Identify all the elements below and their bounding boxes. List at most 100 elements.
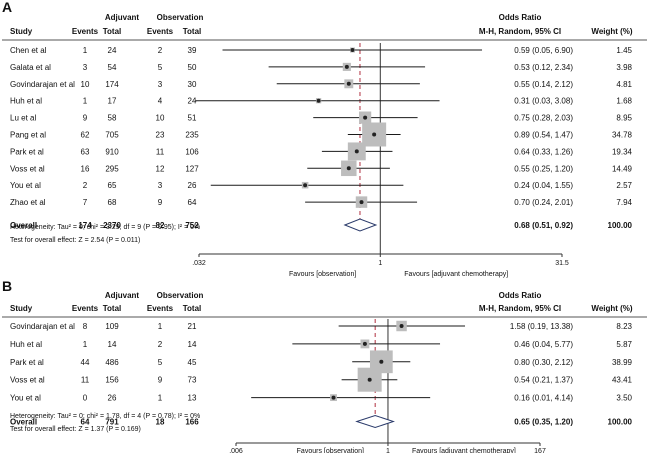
overall-effect-text: Test for overall effect: Z = 1.37 (P = 0… <box>10 426 141 433</box>
odds-ratio-ci: 0.16 (0.01, 4.14) <box>514 394 573 403</box>
observation-events: 23 <box>156 131 165 140</box>
observation-total: 14 <box>188 340 197 349</box>
adjuvant-events: 8 <box>83 322 88 331</box>
overall-adjuvant-total: 2370 <box>103 221 121 230</box>
study-weight: 1.68 <box>616 97 632 106</box>
x-axis-tick-label: 1 <box>386 448 390 453</box>
header-study: Study <box>10 27 33 36</box>
point-estimate <box>350 48 355 52</box>
point-estimate <box>367 377 372 382</box>
adjuvant-events: 63 <box>81 147 90 156</box>
overall-observation-events: 82 <box>156 221 165 230</box>
adjuvant-total: 54 <box>108 63 117 72</box>
odds-ratio-ci: 0.89 (0.54, 1.47) <box>514 131 573 140</box>
point-estimate <box>363 115 368 120</box>
adjuvant-total: 65 <box>108 181 117 190</box>
study-name: Govindarajan et al <box>10 80 75 89</box>
study-weight: 19.34 <box>612 147 633 156</box>
study-weight: 4.81 <box>616 80 632 89</box>
heterogeneity-text: Heterogeneity: Tau² = 0; chi² = 3.29, df… <box>10 224 200 231</box>
favours-adjuvant-label: Favours [adjuvant chemotherapy] <box>412 448 516 453</box>
overall-observation-events: 18 <box>156 418 165 427</box>
adjuvant-total: 486 <box>105 358 119 367</box>
header-study: Study <box>10 304 33 313</box>
odds-ratio-ci: 0.55 (0.14, 2.12) <box>514 80 573 89</box>
overall-observation-total: 166 <box>185 418 199 427</box>
observation-events: 10 <box>156 114 165 123</box>
observation-events: 12 <box>156 164 165 173</box>
heterogeneity-text: Heterogeneity: Tau² = 0; chi² = 1.78, df… <box>10 413 200 420</box>
header-odds-ratio: Odds Ratio <box>499 291 542 300</box>
study-name: Huh et al <box>10 97 42 106</box>
study-weight: 2.57 <box>616 181 632 190</box>
x-axis-tick-label: .006 <box>229 448 243 453</box>
adjuvant-events: 16 <box>81 164 90 173</box>
study-weight: 14.49 <box>612 164 633 173</box>
odds-ratio-ci: 0.53 (0.12, 2.34) <box>514 63 573 72</box>
adjuvant-events: 3 <box>83 63 88 72</box>
point-estimate <box>362 341 367 346</box>
panel-label: B <box>2 278 12 294</box>
favours-observation-label: Favours [observation] <box>297 448 364 453</box>
header-observation-total: Total <box>183 27 202 36</box>
observation-total: 24 <box>188 97 197 106</box>
adjuvant-total: 17 <box>108 97 117 106</box>
point-estimate <box>379 359 384 364</box>
observation-events: 5 <box>158 63 163 72</box>
odds-ratio-ci: 1.58 (0.19, 13.38) <box>510 322 573 331</box>
observation-total: 45 <box>188 358 197 367</box>
observation-total: 13 <box>188 394 197 403</box>
observation-total: 50 <box>188 63 197 72</box>
overall-adjuvant-events: 64 <box>81 418 90 427</box>
header-observation-events: Events <box>147 27 174 36</box>
observation-events: 9 <box>158 376 163 385</box>
x-axis-tick-label: 31.5 <box>555 260 569 267</box>
header-observation: Observation <box>157 291 204 300</box>
point-estimate <box>399 324 404 328</box>
adjuvant-total: 58 <box>108 114 117 123</box>
point-estimate <box>344 64 349 69</box>
overall-odds-ratio-ci: 0.65 (0.35, 1.20) <box>514 418 573 427</box>
point-estimate <box>372 132 377 137</box>
adjuvant-events: 7 <box>83 198 88 207</box>
study-name: Voss et al <box>10 164 45 173</box>
odds-ratio-ci: 0.31 (0.03, 3.08) <box>514 97 573 106</box>
header-method: M-H, Random, 95% CI <box>479 304 561 313</box>
overall-observation-total: 752 <box>185 221 199 230</box>
observation-total: 51 <box>188 114 197 123</box>
point-estimate <box>354 149 359 154</box>
point-estimate <box>316 98 321 103</box>
odds-ratio-ci: 0.46 (0.04, 5.77) <box>514 340 573 349</box>
observation-events: 9 <box>158 198 163 207</box>
header-weight: Weight (%) <box>591 304 633 313</box>
study-name: Govindarajan et al <box>10 322 75 331</box>
adjuvant-events: 1 <box>83 46 88 55</box>
overall-weight: 100.00 <box>608 418 633 427</box>
study-name: Park et al <box>10 358 44 367</box>
overall-effect-text: Test for overall effect: Z = 2.54 (P = 0… <box>10 237 140 244</box>
study-weight: 3.50 <box>616 394 632 403</box>
observation-events: 3 <box>158 181 163 190</box>
overall-label: Overall <box>10 221 37 230</box>
odds-ratio-ci: 0.54 (0.21, 1.37) <box>514 376 573 385</box>
adjuvant-total: 910 <box>105 147 119 156</box>
odds-ratio-ci: 0.80 (0.30, 2.12) <box>514 358 573 367</box>
favours-adjuvant-label: Favours [adjuvant chemotherapy] <box>404 271 508 278</box>
overall-adjuvant-events: 174 <box>78 221 92 230</box>
point-estimate <box>331 395 336 400</box>
header-adjuvant-events: Events <box>72 304 99 313</box>
observation-events: 4 <box>158 97 163 106</box>
study-weight: 3.98 <box>616 63 632 72</box>
study-name: You et al <box>10 394 41 403</box>
adjuvant-events: 11 <box>81 376 90 385</box>
header-weight: Weight (%) <box>591 27 633 36</box>
odds-ratio-ci: 0.70 (0.24, 2.01) <box>514 198 573 207</box>
adjuvant-total: 109 <box>105 322 119 331</box>
overall-diamond <box>343 218 378 232</box>
adjuvant-events: 9 <box>83 114 88 123</box>
study-name: Lu et al <box>10 114 36 123</box>
adjuvant-events: 1 <box>83 97 88 106</box>
x-axis-tick-label: 1 <box>378 260 382 267</box>
observation-events: 2 <box>158 46 163 55</box>
